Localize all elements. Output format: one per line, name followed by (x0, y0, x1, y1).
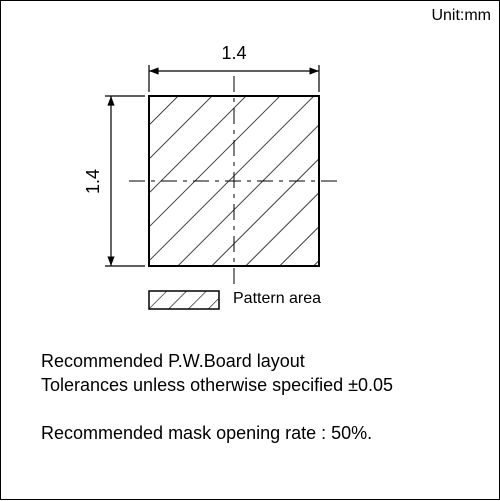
dimension-width-label: 1.4 (149, 43, 319, 64)
note-mask-rate: Recommended mask opening rate : 50%. (41, 421, 372, 446)
diagram-frame: Unit:mm 1.4 1.4 Pattern area Recommended… (0, 0, 500, 500)
dimension-height-label: 1.4 (83, 169, 104, 194)
note-layout: Recommended P.W.Board layout (41, 349, 305, 374)
note-tolerance: Tolerances unless otherwise specified ±0… (41, 373, 393, 398)
legend-label: Pattern area (233, 290, 321, 308)
